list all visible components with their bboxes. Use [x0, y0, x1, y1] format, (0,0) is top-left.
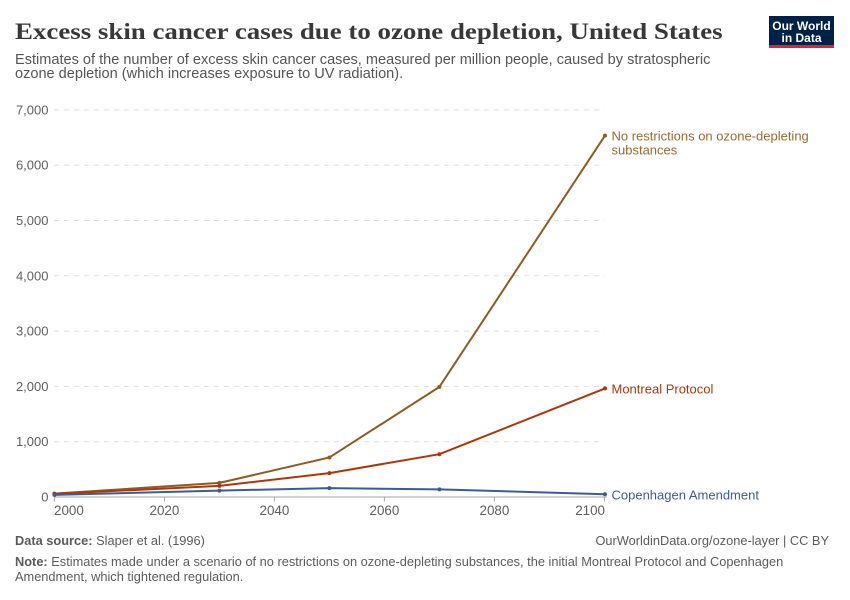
svg-text:0: 0	[41, 490, 48, 505]
svg-text:2040: 2040	[260, 503, 290, 518]
svg-text:7,000: 7,000	[16, 102, 49, 117]
svg-text:Montreal Protocol: Montreal Protocol	[612, 382, 714, 397]
svg-text:Copenhagen Amendment: Copenhagen Amendment	[612, 488, 760, 503]
svg-text:substances: substances	[612, 142, 678, 157]
svg-text:2080: 2080	[480, 503, 510, 518]
svg-text:6,000: 6,000	[16, 158, 49, 173]
svg-text:2000: 2000	[54, 503, 84, 518]
svg-text:2100: 2100	[575, 503, 605, 518]
svg-text:2,000: 2,000	[16, 379, 49, 394]
svg-text:4,000: 4,000	[16, 268, 49, 283]
svg-text:5,000: 5,000	[16, 213, 49, 228]
svg-text:1,000: 1,000	[16, 434, 49, 449]
svg-text:3,000: 3,000	[16, 324, 49, 339]
svg-text:2020: 2020	[150, 503, 180, 518]
svg-text:No restrictions on ozone-deple: No restrictions on ozone-depleting	[612, 128, 809, 143]
svg-text:2060: 2060	[370, 503, 400, 518]
